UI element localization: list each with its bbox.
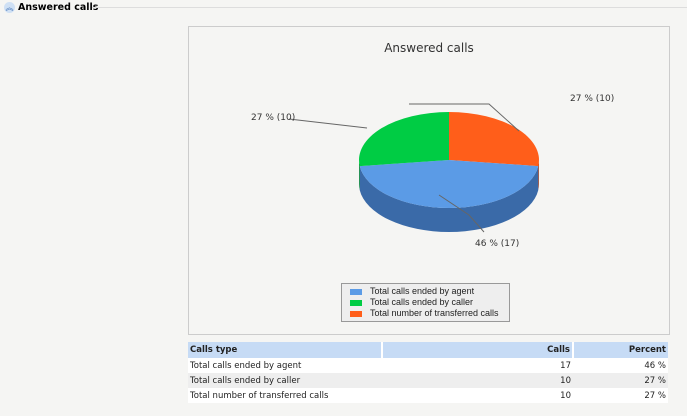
pie-side xyxy=(538,160,539,191)
legend: Total calls ended by agent Total calls e… xyxy=(341,283,510,322)
table-row: Total calls ended by caller 10 27 % xyxy=(188,373,668,388)
cell: 27 % xyxy=(573,388,668,403)
label-transferred: 27 % (10) xyxy=(570,94,615,104)
table-row: Total number of transferred calls 10 27 % xyxy=(188,388,668,403)
legend-label: Total calls ended by caller xyxy=(370,297,474,307)
label-caller: 27 % (10) xyxy=(251,113,296,123)
section-header[interactable]: ︽ Answered calls xyxy=(4,2,98,13)
cell: Total number of transferred calls xyxy=(188,388,382,403)
calls-table: Calls type Calls Percent Total calls end… xyxy=(188,342,668,403)
pie-slice xyxy=(359,160,539,208)
col-percent: Percent xyxy=(573,342,668,358)
legend-swatch xyxy=(350,288,362,295)
pie-slice xyxy=(449,112,539,167)
collapse-icon[interactable]: ︽ xyxy=(4,2,15,13)
legend-item: Total number of transferred calls xyxy=(350,308,499,319)
cell: 17 xyxy=(382,358,573,373)
pie-side xyxy=(359,160,360,191)
cell: Total calls ended by agent xyxy=(188,358,382,373)
pie-chart: Answered calls 27 % (10) 27 % (10) 46 % … xyxy=(188,26,670,335)
pie-svg xyxy=(288,103,539,233)
cell: 10 xyxy=(382,388,573,403)
label-agent: 46 % (17) xyxy=(475,239,520,249)
cell: 27 % xyxy=(573,373,668,388)
cell: 46 % xyxy=(573,358,668,373)
table-header: Calls type Calls Percent xyxy=(188,342,668,358)
pie-slice xyxy=(359,112,449,167)
chart-title: Answered calls xyxy=(384,41,474,55)
leader-line xyxy=(438,194,485,233)
legend-label: Total number of transferred calls xyxy=(370,308,499,318)
legend-item: Total calls ended by caller xyxy=(350,297,499,308)
legend-swatch xyxy=(350,299,362,306)
section-title: Answered calls xyxy=(18,2,99,13)
divider xyxy=(92,7,687,8)
pie-side xyxy=(359,166,539,232)
cell: Total calls ended by caller xyxy=(188,373,382,388)
col-calls-type: Calls type xyxy=(188,342,383,358)
cell: 10 xyxy=(382,373,573,388)
leader-line xyxy=(288,118,368,129)
legend-swatch xyxy=(350,310,362,317)
col-calls: Calls xyxy=(382,342,574,358)
legend-label: Total calls ended by agent xyxy=(370,286,475,296)
legend-item: Total calls ended by agent xyxy=(350,286,499,297)
table-row: Total calls ended by agent 17 46 % xyxy=(188,358,668,373)
leader-line xyxy=(409,103,520,132)
